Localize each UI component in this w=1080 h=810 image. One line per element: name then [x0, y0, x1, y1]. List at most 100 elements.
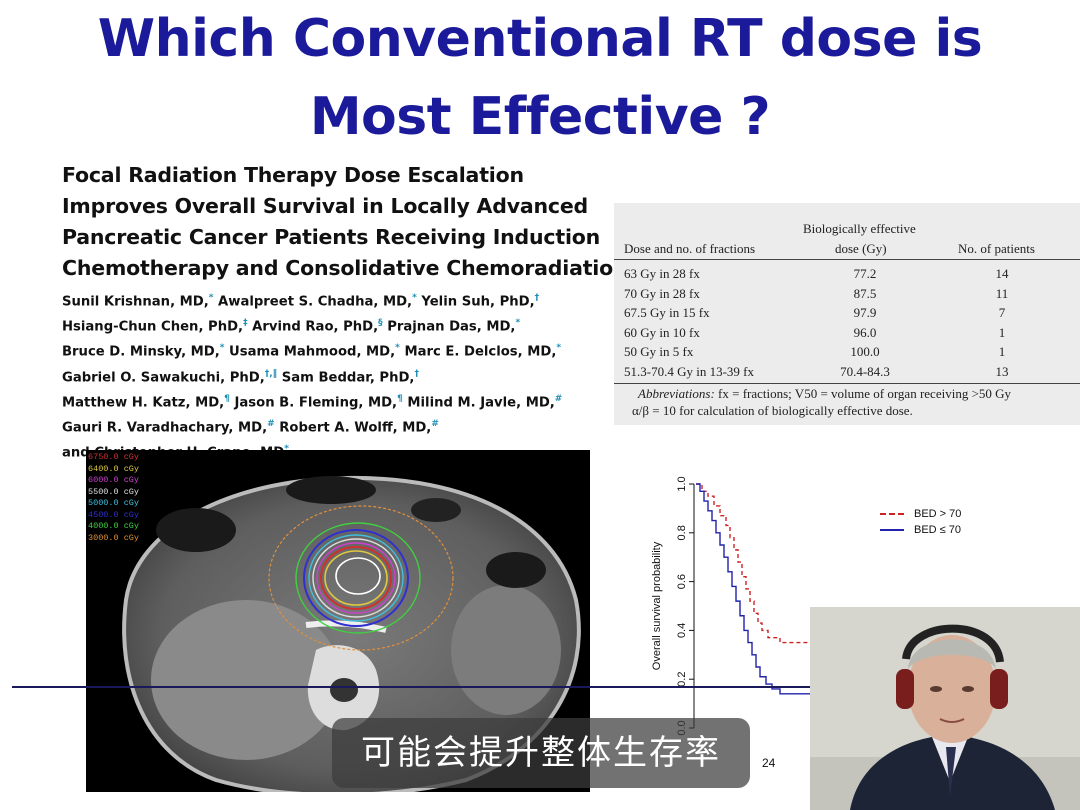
table-header: Dose and no. of fractions Biologically e…	[614, 219, 1080, 260]
cell-dose: 50 Gy in 5 fx	[624, 344, 694, 359]
author-line: Matthew H. Katz, MD,¶ Jason B. Fleming, …	[62, 389, 622, 414]
km-legend-swatch	[880, 529, 904, 532]
table-row: 67.5 Gy in 15 fx 97.9 7	[614, 305, 1080, 324]
author-name: Matthew H. Katz, MD,	[62, 395, 225, 411]
author-affiliation-mark: ¶	[224, 393, 230, 404]
cell-bed: 77.2	[853, 266, 877, 281]
km-legend-item: BED > 70	[880, 508, 961, 524]
table-row: 60 Gy in 10 fx 96.0 1	[614, 325, 1080, 344]
slide-title: Which Conventional RT dose is Most Effec…	[0, 0, 1080, 156]
slide-title-line-2: Most Effective ?	[309, 87, 771, 147]
author-name: Robert A. Wolff, MD,	[274, 420, 432, 436]
ct-dose-legend-item: 4500.0 cGy	[88, 509, 140, 520]
table-row: 63 Gy in 28 fx 77.2 14	[614, 266, 1080, 285]
author-affiliation-mark: ¶	[397, 393, 403, 404]
cell-dose: 63 Gy in 28 fx	[624, 266, 700, 281]
km-y-axis-label: Overall survival probability	[651, 541, 663, 670]
author-line: Gabriel O. Sawakuchi, PhD,†,‖ Sam Beddar…	[62, 364, 622, 389]
cell-patients: 1	[998, 324, 1006, 340]
slide-title-line-1: Which Conventional RT dose is	[97, 9, 983, 69]
table-header-patients: No. of patients	[958, 241, 1035, 256]
author-name: Marc E. Delclos, MD,	[399, 344, 557, 360]
author-affiliation-mark: #	[554, 393, 563, 404]
cell-dose: 67.5 Gy in 15 fx	[624, 305, 710, 320]
table-row: 50 Gy in 5 fx 100.0 1	[614, 344, 1080, 363]
cell-bed: 87.5	[853, 285, 877, 301]
author-affiliation-mark: *	[515, 318, 521, 329]
km-legend-label: BED ≤ 70	[914, 524, 962, 536]
ct-scan-drawing	[86, 450, 590, 792]
km-y-tick-label: 1.0	[676, 476, 688, 491]
table-header-bed-line1: Biologically effective	[803, 221, 916, 236]
author-name: Milind M. Javle, MD,	[402, 395, 555, 411]
author-affiliation-mark: *	[395, 343, 400, 354]
author-affiliation-mark: *	[219, 343, 225, 354]
author-affiliation-mark: ‡	[243, 318, 248, 329]
cell-bed: 70.4-84.3	[840, 363, 890, 379]
author-affiliation-mark: †,‖	[264, 368, 278, 379]
presenter-video	[810, 607, 1080, 810]
author-affiliation-mark: *	[208, 293, 214, 303]
author-affiliation-mark: *	[284, 444, 289, 454]
author-name: Arvind Rao, PhD,	[247, 319, 379, 335]
cell-bed: 97.9	[853, 305, 877, 320]
author-name: Sam Beddar, PhD,	[277, 369, 415, 385]
table-footnote-line-2: α/β = 10 for calculation of biologically…	[632, 403, 913, 418]
km-legend-label: BED > 70	[914, 508, 962, 520]
author-name: Gabriel O. Sawakuchi, PhD,	[62, 369, 265, 385]
table-header-bed-line2: dose (Gy)	[835, 241, 887, 256]
author-name: Usama Mahmood, MD,	[224, 344, 396, 360]
ct-dose-legend-item: 3000.0 cGy	[88, 532, 140, 543]
dose-table: Dose and no. of fractions Biologically e…	[614, 203, 1080, 425]
cell-patients: 14	[995, 266, 1009, 281]
abbrev-label: Abbreviations:	[638, 386, 715, 401]
cell-patients: 7	[998, 305, 1006, 320]
author-name: Hsiang-Chun Chen, PhD,	[62, 319, 244, 335]
author-line: Sunil Krishnan, MD,* Awalpreet S. Chadha…	[62, 288, 622, 313]
ct-dose-legend-item: 6750.0 cGy	[88, 452, 140, 462]
author-affiliation-mark: #	[267, 418, 275, 429]
author-affiliation-mark: *	[556, 343, 562, 354]
km-y-tick-label: 0.4	[676, 623, 688, 638]
footnote-line1-text: fx = fractions; V50 = volume of organ re…	[714, 386, 1012, 401]
presenter-avatar	[810, 607, 1080, 810]
author-name: Prajnan Das, MD,	[382, 319, 516, 335]
author-line: Bruce D. Minsky, MD,* Usama Mahmood, MD,…	[62, 338, 622, 363]
table-footnote-line-1: Abbreviations: fx = fractions; V50 = vol…	[638, 386, 1011, 402]
cell-bed: 100.0	[850, 344, 880, 359]
km-legend-item: BED ≤ 70	[880, 524, 961, 540]
author-name: Bruce D. Minsky, MD,	[62, 344, 220, 360]
ct-dose-legend-item: 5500.0 cGy	[88, 486, 140, 497]
author-name: Awalpreet S. Chadha, MD,	[213, 294, 413, 310]
km-legend: BED > 70 BED ≤ 70	[880, 508, 961, 540]
ct-dose-image: 6750.0 cGy 6400.0 cGy 6000.0 cGy 5500.0 cGy…	[86, 450, 590, 792]
author-affiliation-mark: †	[534, 293, 540, 303]
cell-patients: 13	[995, 363, 1009, 379]
author-line: Gauri R. Varadhachary, MD,# Robert A. Wo…	[62, 414, 622, 439]
cell-dose: 60 Gy in 10 fx	[624, 324, 700, 340]
author-affiliation-mark: *	[412, 293, 417, 303]
table-row: 70 Gy in 28 fx 87.5 11	[614, 286, 1080, 305]
slide-divider	[12, 686, 812, 688]
author-name: Sunil Krishnan, MD,	[62, 294, 209, 310]
table-header-dose: Dose and no. of fractions	[624, 241, 756, 256]
ct-dose-legend-item: 6400.0 cGy	[88, 463, 140, 474]
cell-dose: 70 Gy in 28 fx	[624, 285, 700, 301]
author-affiliation-mark: †	[414, 368, 419, 379]
subtitle-text: 可能会提升整体生存率	[361, 733, 721, 773]
cell-dose: 51.3-70.4 Gy in 13-39 fx	[624, 363, 754, 379]
cell-patients: 1	[998, 344, 1006, 359]
paper-title-line: Pancreatic Cancer Patients Receiving Ind…	[62, 225, 601, 249]
video-subtitle: 可能会提升整体生存率	[332, 718, 750, 788]
author-affiliation-mark: §	[378, 318, 383, 329]
paper-title-line: Chemotherapy and Consolidative Chemoradi…	[62, 256, 628, 280]
paper-title: Focal Radiation Therapy Dose Escalation …	[62, 160, 628, 284]
table-footnote: Abbreviations: fx = fractions; V50 = vol…	[614, 383, 1080, 418]
km-y-tick-label: 0.6	[676, 574, 688, 589]
paper-title-line: Improves Overall Survival in Locally Adv…	[62, 194, 589, 218]
ct-dose-legend-item: 5000.0 cGy	[88, 498, 140, 508]
ct-dose-legend-item: 4000.0 cGy	[88, 521, 140, 531]
cell-bed: 96.0	[853, 324, 877, 340]
km-y-tick-label: 0.8	[676, 525, 688, 540]
paper-title-line: Focal Radiation Therapy Dose Escalation	[62, 163, 524, 187]
